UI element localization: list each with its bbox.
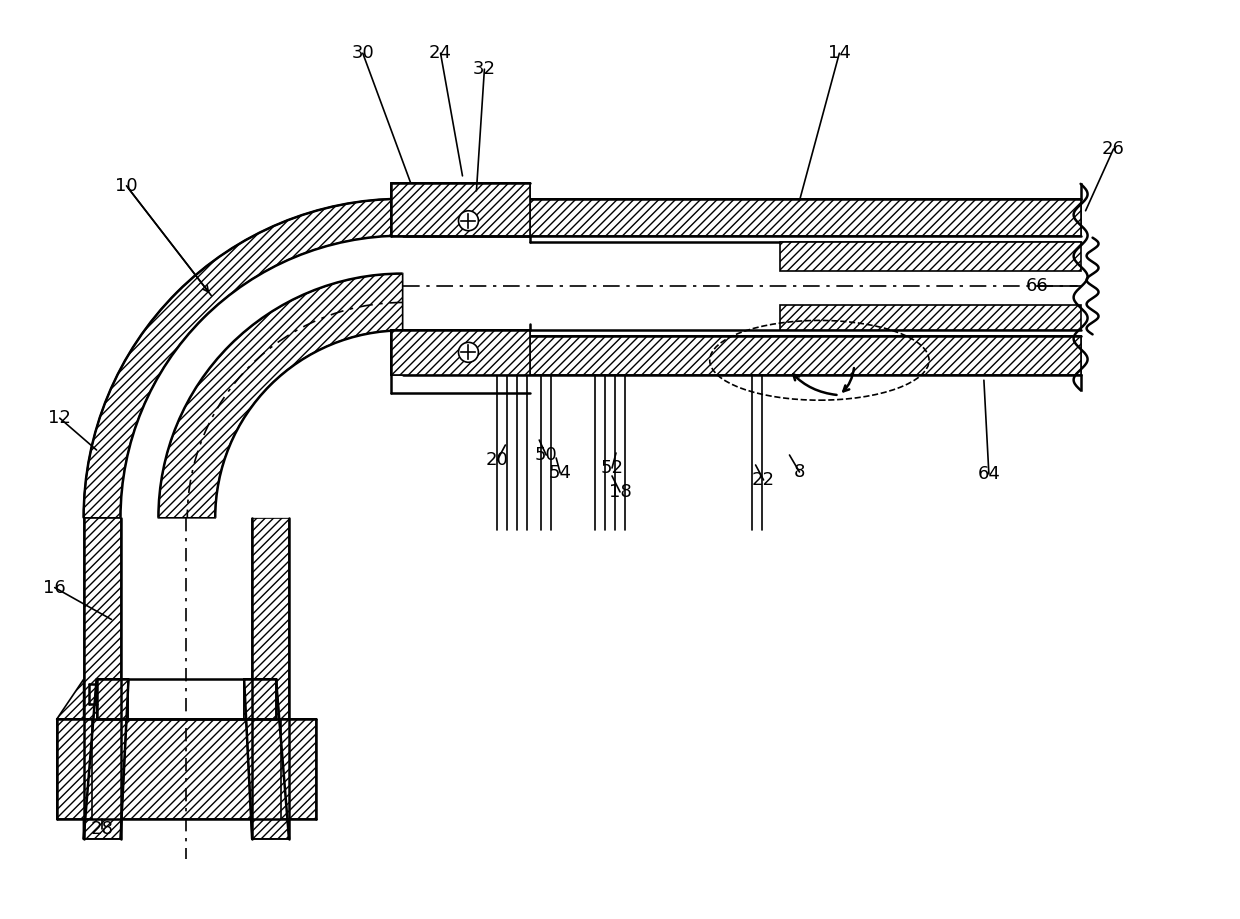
Polygon shape <box>391 183 531 235</box>
Polygon shape <box>403 336 1080 375</box>
Text: 14: 14 <box>828 44 851 62</box>
Bar <box>531 242 1080 331</box>
Text: 66: 66 <box>1025 277 1048 294</box>
Text: 8: 8 <box>794 463 805 481</box>
Polygon shape <box>780 305 1080 331</box>
Polygon shape <box>97 679 129 720</box>
Wedge shape <box>78 194 403 517</box>
Circle shape <box>459 343 479 362</box>
Polygon shape <box>83 679 129 839</box>
Text: 22: 22 <box>753 471 775 489</box>
Text: 64: 64 <box>977 465 1001 483</box>
Text: 30: 30 <box>351 44 374 62</box>
Wedge shape <box>216 331 403 517</box>
Polygon shape <box>391 183 531 235</box>
Polygon shape <box>57 720 316 819</box>
Polygon shape <box>57 720 92 819</box>
Polygon shape <box>403 199 1080 235</box>
Polygon shape <box>87 720 286 819</box>
Bar <box>403 199 1080 375</box>
Bar <box>391 331 531 375</box>
Polygon shape <box>244 679 289 839</box>
Polygon shape <box>97 679 129 720</box>
Text: 28: 28 <box>91 820 113 838</box>
Bar <box>120 517 252 839</box>
Polygon shape <box>780 242 1080 270</box>
Polygon shape <box>244 679 277 720</box>
Polygon shape <box>391 331 531 375</box>
Text: 20: 20 <box>486 451 508 469</box>
Text: 24: 24 <box>429 44 453 62</box>
Text: 26: 26 <box>1102 140 1125 158</box>
Wedge shape <box>120 235 403 517</box>
Circle shape <box>459 210 479 231</box>
Text: 16: 16 <box>43 579 66 596</box>
Bar <box>57 720 316 819</box>
Text: 10: 10 <box>115 176 138 195</box>
Wedge shape <box>159 274 403 517</box>
Polygon shape <box>244 679 277 720</box>
Polygon shape <box>403 199 1080 235</box>
Polygon shape <box>83 517 120 839</box>
Text: 50: 50 <box>534 446 558 464</box>
Polygon shape <box>391 331 531 375</box>
Bar <box>391 183 531 235</box>
Text: 12: 12 <box>48 409 71 427</box>
Text: 54: 54 <box>548 464 572 482</box>
Polygon shape <box>403 336 1080 375</box>
Wedge shape <box>83 199 403 517</box>
Polygon shape <box>281 720 316 819</box>
Polygon shape <box>57 679 83 839</box>
Text: 52: 52 <box>600 459 624 477</box>
Bar <box>97 679 277 720</box>
Polygon shape <box>252 517 289 839</box>
Text: 18: 18 <box>609 482 631 501</box>
Text: 32: 32 <box>472 60 496 78</box>
